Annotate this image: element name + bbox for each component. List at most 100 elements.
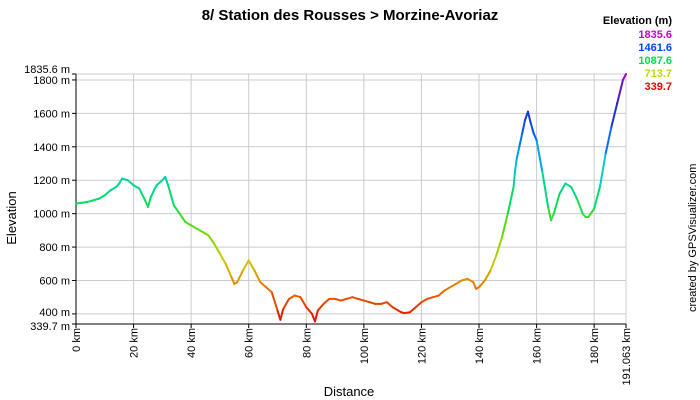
elevation-point <box>561 187 564 190</box>
x-tick-label: 191.063 km <box>621 328 633 385</box>
elevation-segment <box>195 227 204 234</box>
elevation-point <box>164 175 167 178</box>
elevation-point <box>506 212 509 215</box>
elevation-point <box>305 306 308 309</box>
elevation-point <box>403 312 406 314</box>
elevation-point <box>483 279 486 282</box>
elevation-point <box>558 192 561 195</box>
credit-text: created by GPSVisualizer.com <box>687 164 699 312</box>
elevation-point <box>584 216 587 218</box>
elevation-point <box>501 236 503 238</box>
elevation-point <box>475 287 478 290</box>
elevation-segment <box>132 184 141 190</box>
elevation-point <box>86 201 89 203</box>
elevation-point <box>547 206 549 208</box>
elevation-point <box>126 179 129 182</box>
elevation-segment <box>454 279 463 285</box>
y-axis-ticks: 339.7 m 400 m 600 m 800 m 1000 m 1200 m 1400 m… <box>24 64 76 333</box>
elevation-point <box>224 262 227 265</box>
elevation-point <box>201 231 204 233</box>
y-tick-label: 1800 m <box>33 75 70 87</box>
elevation-point <box>610 125 613 128</box>
elevation-segment <box>604 125 613 155</box>
elevation-point <box>184 221 187 223</box>
elevation-segment <box>259 281 267 289</box>
elevation-segment <box>598 152 607 188</box>
elevation-segment <box>172 204 181 215</box>
x-tick-label: 60 km <box>244 328 256 358</box>
y-tick-label: 800 m <box>39 242 70 254</box>
elevation-point <box>334 297 336 300</box>
elevation-point <box>380 302 383 305</box>
elevation-point <box>80 201 83 204</box>
y-tick-label: 1600 m <box>33 108 70 120</box>
elevation-segment <box>506 185 515 215</box>
elevation-segment <box>501 212 509 239</box>
elevation-segment <box>126 179 135 187</box>
elevation-point <box>455 282 457 285</box>
elevation-point <box>247 259 250 262</box>
elevation-segment <box>437 289 446 297</box>
elevation-point <box>460 279 463 282</box>
elevation-segment <box>529 122 535 135</box>
elevation-point <box>314 320 316 323</box>
y-tick-label: 1400 m <box>33 142 70 154</box>
elevation-point <box>489 269 492 272</box>
elevation-point <box>253 269 256 272</box>
elevation-segment <box>552 192 561 215</box>
elevation-point <box>233 282 236 285</box>
elevation-point <box>270 291 273 294</box>
elevation-segment <box>547 205 552 222</box>
elevation-segment <box>408 306 417 314</box>
elevation-point <box>518 145 521 148</box>
elevation-segment <box>282 297 291 310</box>
grid-lines <box>76 73 627 324</box>
elevation-point <box>339 299 342 302</box>
elevation-point <box>472 281 475 284</box>
elevation-segment <box>541 170 550 208</box>
y-tick-label: 1000 m <box>33 209 70 221</box>
elevation-segment <box>288 294 296 300</box>
elevation-point <box>449 286 452 289</box>
elevation-segment <box>213 242 221 255</box>
elevation-point <box>236 281 239 284</box>
elevation-segment <box>305 306 314 315</box>
elevation-segment <box>103 189 112 197</box>
elevation-point <box>276 309 279 312</box>
y-tick-label: 1835.6 m <box>24 64 70 76</box>
elevation-segment <box>483 269 492 282</box>
elevation-point <box>625 73 627 76</box>
elevation-segment <box>621 73 627 81</box>
elevation-point <box>437 294 440 297</box>
elevation-segment <box>164 175 170 187</box>
elevation-point <box>299 296 302 299</box>
elevation-segment <box>190 224 198 230</box>
legend-entry: 1461.6 <box>638 42 672 54</box>
x-axis-title: Distance <box>324 384 375 399</box>
elevation-point <box>587 216 590 218</box>
elevation-point <box>219 252 221 255</box>
elevation-point <box>521 132 524 135</box>
elevation-point <box>495 254 498 257</box>
elevation-segment <box>316 302 325 312</box>
elevation-segment <box>253 269 262 284</box>
elevation-point <box>311 313 313 315</box>
elevation-point <box>279 318 282 321</box>
elevation-segment <box>236 269 244 284</box>
elevation-point <box>316 309 319 312</box>
elevation-segment <box>610 102 619 128</box>
elevation-point <box>374 302 377 305</box>
elevation-segment <box>489 254 498 272</box>
y-tick-label: 400 m <box>39 307 70 319</box>
elevation-point <box>138 187 141 190</box>
elevation-point <box>426 297 429 300</box>
elevation-point <box>144 199 146 202</box>
elevation-point <box>362 299 365 302</box>
elevation-point <box>121 177 123 180</box>
elevation-point <box>207 234 210 237</box>
elevation-point <box>524 119 526 121</box>
x-axis-ticks: 0 km 20 km 40 km 60 km 80 km 100 km 120 km 140 … <box>71 324 633 385</box>
elevation-segment <box>616 78 624 105</box>
elevation-point <box>75 202 77 205</box>
